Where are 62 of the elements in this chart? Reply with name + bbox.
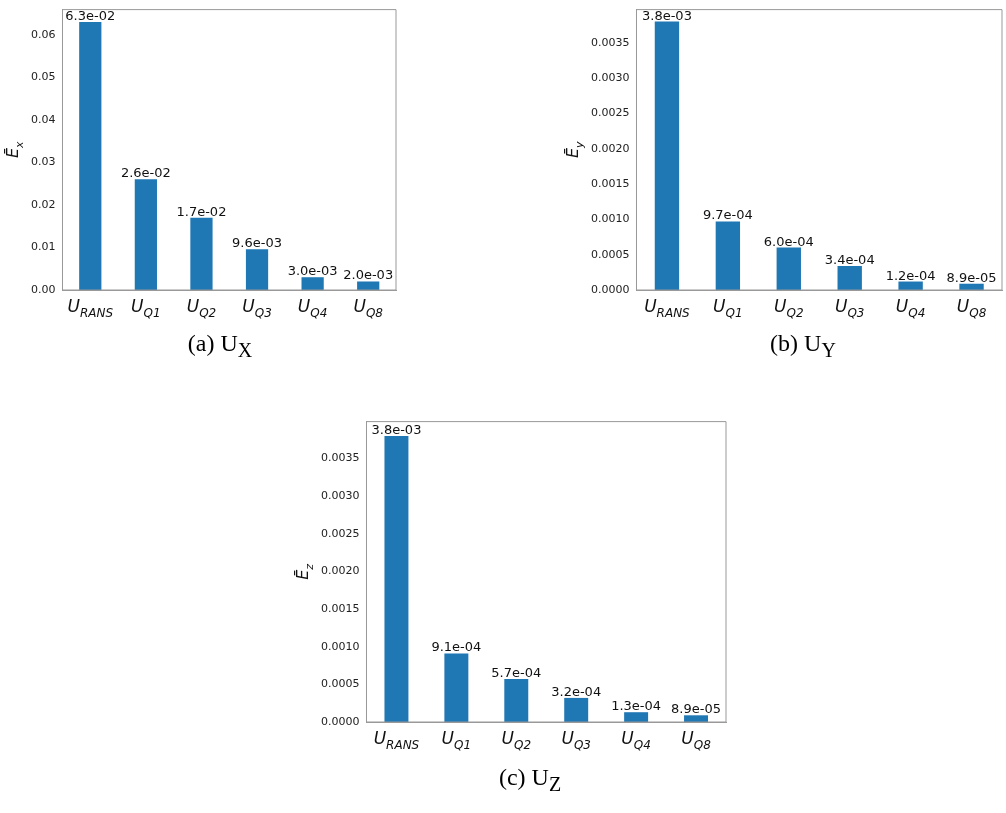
bar: [134, 179, 157, 290]
data-label: 3.8e-03: [642, 7, 692, 23]
y-tick-label: 0.04: [30, 112, 56, 126]
data-label: 6.3e-02: [65, 7, 116, 23]
y-tick-label: 0.00: [30, 282, 56, 296]
bar: [384, 435, 409, 722]
y-tick-label: 0.01: [30, 240, 56, 254]
y-tick-label: 0.0035: [590, 35, 630, 49]
data-label: 9.6e-03: [232, 235, 282, 251]
y-tick-label: 0.0035: [320, 451, 360, 465]
bar: [715, 221, 741, 290]
data-label: 3.4e-04: [824, 251, 875, 267]
text: (c) U$_{Z}$: [497, 764, 563, 796]
bar: [624, 712, 649, 722]
y-tick-label: 0.0000: [320, 714, 360, 728]
data-label: 5.7e-04: [491, 665, 542, 681]
y-tick-label: 0.0005: [320, 677, 360, 691]
data-label: 3.0e-03: [287, 263, 338, 279]
y-tick-label: 0.0010: [590, 212, 630, 226]
bar: [837, 265, 862, 290]
bar: [654, 21, 680, 290]
y-tick-label: 0.0015: [320, 601, 360, 615]
text: (b) U$_{Y}$: [769, 330, 837, 362]
y-tick-label: 0.0000: [590, 282, 630, 296]
y-tick-label: 0.0020: [590, 141, 630, 155]
data-label: 3.8e-03: [371, 421, 422, 437]
data-label: 1.7e-02: [176, 203, 227, 219]
data-label: 2.0e-03: [343, 267, 394, 283]
y-axis-title: Ēx: [3, 141, 26, 159]
y-axis-title: Ēy: [563, 141, 586, 159]
data-label: 8.9e-05: [946, 269, 997, 285]
bar: [444, 653, 469, 722]
data-label: 1.3e-04: [611, 698, 662, 714]
bar: [564, 697, 589, 722]
bar: [357, 281, 380, 290]
y-tick-label: 0.02: [30, 197, 56, 211]
y-tick-label: 0.0030: [590, 70, 630, 84]
data-label: 2.6e-02: [120, 165, 171, 181]
y-tick-label: 0.0030: [320, 488, 360, 502]
data-label: 9.7e-04: [702, 207, 753, 223]
data-label: 3.2e-04: [551, 683, 602, 699]
y-tick-label: 0.0015: [590, 176, 630, 190]
bar: [301, 277, 324, 290]
y-tick-label: 0.0025: [320, 526, 360, 540]
y-tick-label: 0.05: [30, 70, 56, 84]
bar: [190, 217, 213, 290]
y-tick-label: 0.06: [30, 27, 56, 41]
y-tick-label: 0.0020: [320, 564, 360, 578]
data-label: 8.9e-05: [671, 701, 721, 717]
bar: [776, 247, 801, 290]
text: (a) U$_{X}$: [186, 330, 254, 362]
y-axis-title: Ēz: [293, 563, 316, 580]
y-tick-label: 0.0005: [590, 247, 630, 261]
y-tick-label: 0.03: [30, 155, 56, 169]
bar: [245, 249, 269, 290]
y-tick-label: 0.0025: [590, 106, 630, 120]
data-label: 9.1e-04: [431, 639, 482, 655]
y-tick-label: 0.0010: [320, 639, 360, 653]
data-label: 6.0e-04: [763, 233, 814, 249]
bar: [504, 679, 529, 722]
data-label: 1.2e-04: [885, 267, 936, 283]
bar: [79, 21, 102, 290]
